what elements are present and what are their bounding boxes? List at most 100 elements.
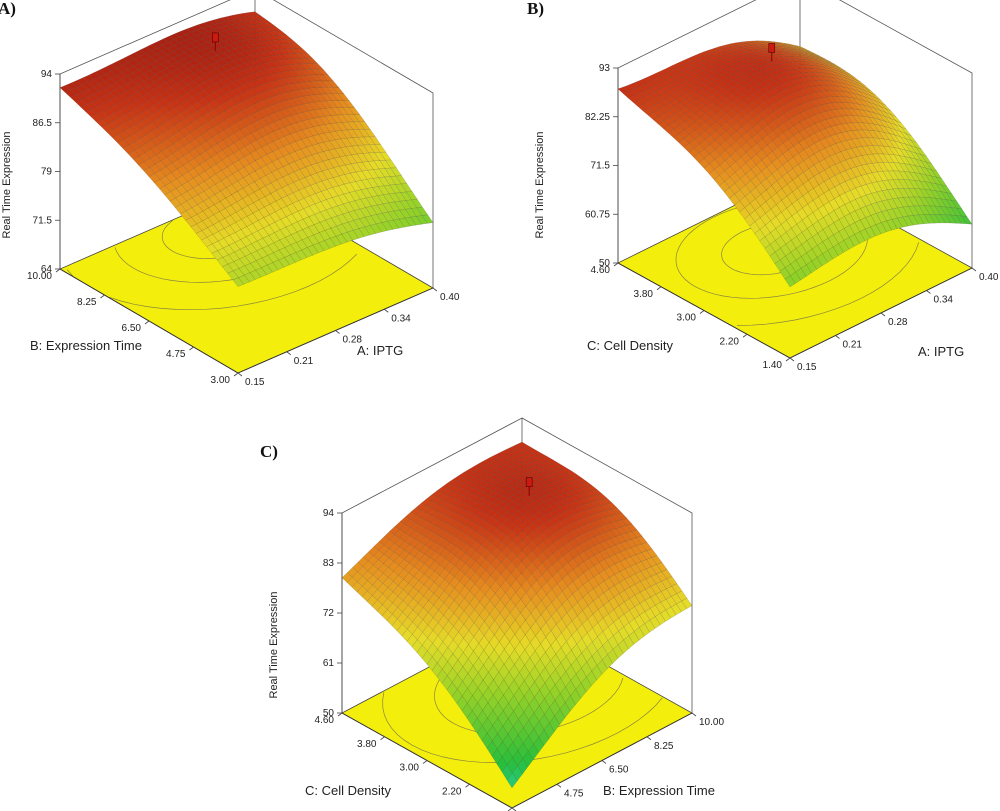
- y-tick-label: 3.80: [634, 289, 654, 300]
- x-tick-label: 0.21: [294, 356, 314, 367]
- design-point-marker: [768, 43, 776, 53]
- x-tick-mark: [432, 287, 438, 292]
- x-tick-mark: [335, 330, 340, 334]
- y-axis-title: C: Cell Density: [587, 338, 673, 353]
- contour-line: [382, 692, 663, 763]
- surface-cell: [232, 277, 244, 287]
- x-tick-label: 0.28: [343, 335, 363, 346]
- x-tick-mark: [835, 335, 840, 339]
- z-tick-label: 82.25: [585, 112, 610, 123]
- z-tick-label: 61: [323, 658, 335, 669]
- z-tick-label: 94: [323, 508, 335, 519]
- contour-line: [66, 253, 357, 311]
- z-axis-title: Real Time Expression: [268, 592, 280, 699]
- x-tick-label: 0.34: [934, 295, 954, 306]
- y-tick-label: 3.00: [400, 763, 420, 774]
- panel-label: B): [527, 0, 544, 18]
- x-axis-title: B: Expression Time: [603, 783, 715, 798]
- x-tick-mark: [971, 267, 977, 272]
- y-tick-label: 2.20: [442, 786, 462, 797]
- x-tick-mark: [646, 736, 652, 741]
- y-tick-label: 3.80: [357, 739, 377, 750]
- y-tick-label: 10.00: [27, 271, 52, 282]
- y-tick-mark: [422, 760, 428, 764]
- y-tick-mark: [465, 783, 470, 788]
- x-tick-mark: [691, 712, 697, 717]
- panel-label: A): [0, 0, 16, 18]
- y-tick-mark: [100, 294, 105, 299]
- panel-label: C): [260, 442, 278, 461]
- y-tick-label: 3.00: [677, 313, 697, 324]
- y-tick-label: 1.40: [763, 360, 783, 371]
- z-tick-label: 64: [41, 264, 53, 275]
- x-axis-title: A: IPTG: [918, 344, 964, 359]
- x-tick-mark: [384, 308, 389, 313]
- x-tick-label: 10.00: [699, 717, 724, 728]
- back-wall-right: [273, 0, 434, 288]
- back-wall-right: [839, 0, 973, 268]
- surface-cell: [784, 275, 796, 288]
- z-tick-label: 50: [323, 708, 335, 719]
- z-tick-label: 83: [323, 558, 335, 569]
- y-tick-mark: [380, 736, 385, 741]
- z-tick-label: 94: [41, 69, 53, 80]
- x-tick-label: 8.25: [654, 741, 674, 752]
- y-tick-label: 4.75: [166, 349, 186, 360]
- x-tick-label: 0.15: [797, 362, 817, 373]
- z-tick-label: 79: [41, 167, 53, 178]
- x-tick-label: 0.40: [440, 292, 460, 303]
- y-tick-label: 2.20: [720, 336, 740, 347]
- y-tick-label: 4.60: [591, 265, 611, 276]
- y-tick-mark: [337, 712, 343, 717]
- z-tick-label: 93: [599, 63, 611, 74]
- z-axis-title: Real Time Expression: [534, 132, 546, 239]
- contour-line: [737, 242, 920, 326]
- y-tick-mark: [55, 268, 61, 273]
- y-tick-mark: [656, 286, 662, 291]
- design-point-marker: [525, 477, 533, 487]
- x-tick-label: 0.40: [979, 272, 999, 283]
- y-tick-mark: [742, 333, 748, 338]
- y-tick-mark: [613, 262, 619, 267]
- x-tick-mark: [601, 760, 607, 764]
- x-tick-label: 4.75: [564, 788, 584, 799]
- y-tick-label: 8.25: [77, 297, 97, 308]
- y-tick-mark: [785, 357, 791, 362]
- z-tick-label: 71.5: [591, 161, 611, 172]
- design-point-marker: [212, 32, 219, 43]
- surface-plot-a: 64 71.5 79 86.5 94 0.15 0.21 0.28 0.34 0.40 3.00 4.…: [0, 0, 460, 388]
- z-tick-label: 86.5: [33, 118, 53, 129]
- y-tick-label: 3.00: [211, 375, 231, 386]
- y-tick-mark: [233, 372, 239, 377]
- response-surface: [59, 11, 434, 287]
- y-tick-mark: [699, 310, 705, 314]
- y-tick-mark: [189, 346, 194, 351]
- x-tick-label: 0.28: [888, 317, 908, 328]
- x-tick-label: 0.15: [245, 377, 265, 388]
- x-tick-mark: [926, 290, 931, 294]
- surface-cell: [506, 772, 518, 789]
- y-tick-label: 6.50: [122, 323, 142, 334]
- response-surface: [617, 40, 973, 288]
- x-tick-label: 0.34: [391, 313, 411, 324]
- surface-plot-b: 50 60.75 71.5 82.25 93 0.15 0.21 0.28 0.34 0.40 1.…: [527, 0, 999, 373]
- y-tick-label: 4.60: [315, 715, 335, 726]
- response-surface: [341, 441, 693, 789]
- x-tick-label: 0.21: [843, 340, 863, 351]
- x-tick-mark: [789, 357, 795, 362]
- x-tick-mark: [237, 372, 243, 377]
- z-tick-label: 71.5: [33, 215, 53, 226]
- z-tick-label: 60.75: [585, 209, 610, 220]
- z-axis-title: Real Time Expression: [1, 132, 13, 239]
- x-axis-title: A: IPTG: [357, 343, 403, 358]
- y-axis-title: B: Expression Time: [30, 338, 142, 353]
- z-tick-label: 72: [323, 608, 335, 619]
- back-wall-right: [521, 417, 693, 713]
- z-tick-label: 50: [599, 258, 611, 269]
- x-tick-mark: [880, 312, 886, 317]
- y-tick-mark: [144, 320, 150, 325]
- y-axis-title: C: Cell Density: [305, 783, 391, 798]
- x-tick-mark: [286, 351, 291, 356]
- x-tick-mark: [556, 783, 562, 788]
